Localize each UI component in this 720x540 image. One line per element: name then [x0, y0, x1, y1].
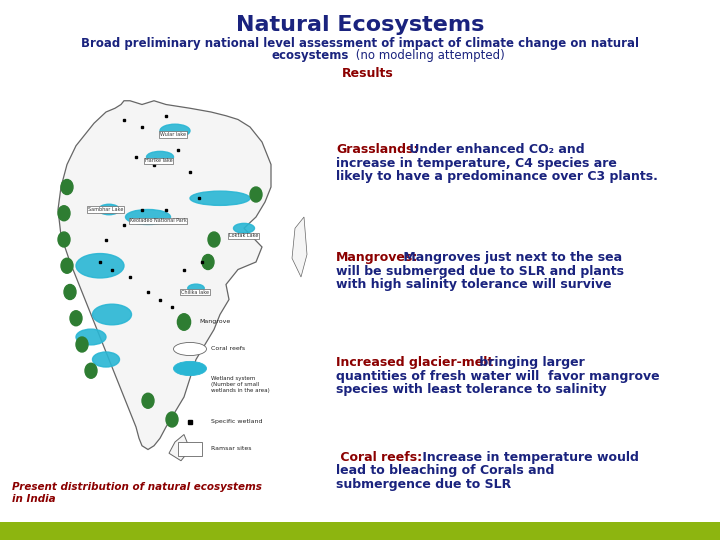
- Text: Under enhanced CO₂ and: Under enhanced CO₂ and: [405, 143, 585, 156]
- Circle shape: [166, 412, 178, 427]
- Text: Grasslands:: Grasslands:: [336, 143, 418, 156]
- Text: bringing larger: bringing larger: [474, 356, 585, 369]
- Circle shape: [142, 393, 154, 408]
- Polygon shape: [58, 101, 271, 449]
- Text: Loktak Lake: Loktak Lake: [229, 233, 258, 238]
- Bar: [0, 522, 720, 540]
- Circle shape: [58, 206, 70, 221]
- Text: Sambhar Lake: Sambhar Lake: [88, 207, 123, 212]
- Text: Mangroves:: Mangroves:: [336, 251, 418, 264]
- Text: Increase in temperature would: Increase in temperature would: [418, 451, 639, 464]
- Text: likely to have a predominance over C3 plants.: likely to have a predominance over C3 pl…: [336, 170, 658, 183]
- Circle shape: [177, 314, 191, 330]
- Ellipse shape: [233, 224, 254, 233]
- FancyBboxPatch shape: [178, 442, 202, 456]
- Text: Chilika lake: Chilika lake: [181, 289, 209, 294]
- Ellipse shape: [174, 342, 207, 355]
- Ellipse shape: [188, 284, 204, 292]
- Text: lead to bleaching of Corals and: lead to bleaching of Corals and: [336, 464, 554, 477]
- Circle shape: [61, 258, 73, 273]
- Circle shape: [64, 285, 76, 300]
- Polygon shape: [169, 435, 190, 461]
- Circle shape: [208, 232, 220, 247]
- Ellipse shape: [76, 329, 106, 345]
- Ellipse shape: [76, 254, 124, 278]
- Ellipse shape: [146, 151, 174, 163]
- Text: submergence due to SLR: submergence due to SLR: [336, 478, 511, 491]
- Ellipse shape: [160, 124, 190, 137]
- Circle shape: [58, 232, 70, 247]
- Circle shape: [61, 179, 73, 194]
- Text: Broad preliminary national level assessment of impact of climate change on natur: Broad preliminary national level assessm…: [81, 37, 639, 50]
- Ellipse shape: [92, 352, 120, 367]
- Circle shape: [250, 187, 262, 202]
- Ellipse shape: [125, 210, 171, 225]
- Text: increase in temperature, C4 species are: increase in temperature, C4 species are: [336, 157, 617, 170]
- Text: Ramsar sites: Ramsar sites: [211, 447, 251, 451]
- Text: will be submerged due to SLR and plants: will be submerged due to SLR and plants: [336, 265, 624, 278]
- Polygon shape: [292, 217, 307, 277]
- Text: species with least tolerance to salinity: species with least tolerance to salinity: [336, 383, 607, 396]
- Ellipse shape: [190, 191, 250, 205]
- Ellipse shape: [92, 304, 132, 325]
- Ellipse shape: [99, 204, 120, 215]
- Text: Natural Ecosystems: Natural Ecosystems: [236, 15, 484, 35]
- Text: (no modeling attempted): (no modeling attempted): [352, 49, 505, 62]
- Circle shape: [76, 337, 88, 352]
- Text: Specific wetland: Specific wetland: [211, 420, 263, 424]
- Circle shape: [70, 310, 82, 326]
- Text: Wetland system
(Number of small
wetlands in the area): Wetland system (Number of small wetlands…: [211, 376, 270, 394]
- Text: Mangrove: Mangrove: [199, 320, 230, 325]
- Text: Present distribution of natural ecosystems
in India: Present distribution of natural ecosyste…: [12, 482, 262, 504]
- Circle shape: [85, 363, 97, 378]
- Text: ecosystems: ecosystems: [271, 49, 348, 62]
- Ellipse shape: [174, 361, 207, 376]
- Text: Results: Results: [342, 67, 394, 80]
- Text: Increased glacier-melt: Increased glacier-melt: [336, 356, 493, 369]
- Text: Coral reefs:: Coral reefs:: [336, 451, 422, 464]
- Text: with high salinity tolerance will survive: with high salinity tolerance will surviv…: [336, 278, 611, 291]
- Text: Keoladeo National Park: Keoladeo National Park: [130, 218, 186, 223]
- Text: Wular lake: Wular lake: [160, 132, 186, 137]
- Text: Harike lake: Harike lake: [145, 158, 173, 163]
- Circle shape: [202, 254, 214, 269]
- Text: quantities of fresh water will  favor mangrove: quantities of fresh water will favor man…: [336, 370, 660, 383]
- Text: Mangroves just next to the sea: Mangroves just next to the sea: [399, 251, 622, 264]
- Text: Coral reefs: Coral reefs: [211, 347, 245, 352]
